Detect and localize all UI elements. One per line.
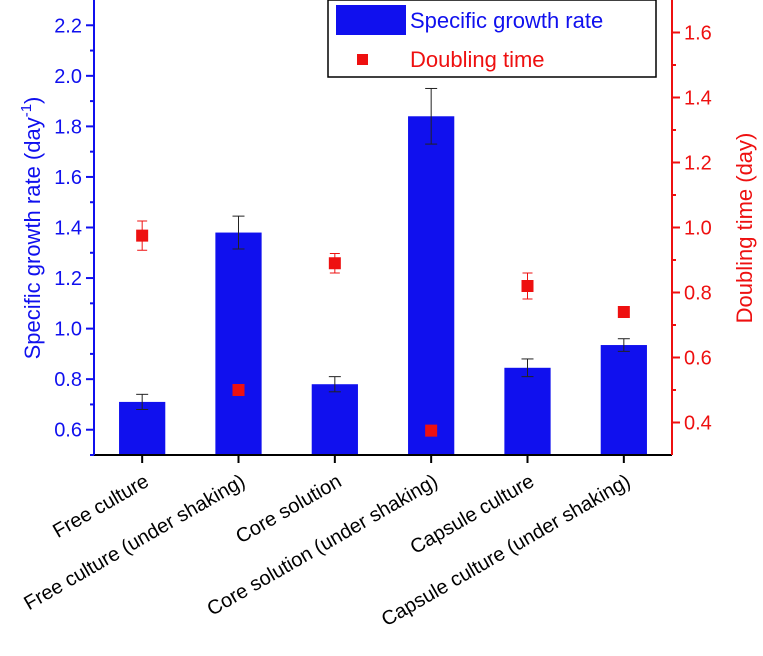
y-left-tick-label-3: 1.2 bbox=[54, 268, 82, 290]
point-capsule-culture-under-shaking bbox=[617, 306, 630, 318]
bar-core-solution-under-shaking bbox=[408, 116, 455, 456]
bars-layer bbox=[119, 116, 647, 456]
y-left-axis-title: Specific growth rate (day-1) bbox=[18, 97, 45, 360]
bar-core-solution bbox=[311, 384, 358, 455]
y-left-tick-label-8: 2.2 bbox=[54, 15, 82, 37]
y-left-tick-label-4: 1.4 bbox=[54, 218, 82, 240]
y-right-tick-label-6: 1.6 bbox=[684, 23, 712, 45]
y-left-ticks: 0.6 0.8 1.0 1.2 1.4 1.6 1.8 2.0 2.2 bbox=[54, 15, 94, 456]
point-core-solution bbox=[328, 257, 341, 270]
point-free-culture-under-shaking bbox=[232, 384, 245, 396]
bar-capsule-culture-under-shaking bbox=[600, 345, 647, 455]
y-left-tick-label-2: 1.0 bbox=[54, 319, 82, 341]
y-left-tick-label-0: 0.6 bbox=[54, 420, 82, 442]
bar-free-culture-under-shaking bbox=[215, 232, 262, 455]
doubling-time-points bbox=[136, 229, 630, 437]
y-left-tick-label-6: 1.8 bbox=[54, 116, 82, 138]
bar-free-culture bbox=[119, 401, 166, 455]
point-core-solution-under-shaking bbox=[425, 424, 438, 437]
y-right-tick-label-2: 0.8 bbox=[684, 283, 712, 305]
legend-point-label: Doubling time bbox=[410, 47, 545, 72]
x-ticks bbox=[141, 455, 625, 463]
y-right-tick-label-0: 0.4 bbox=[684, 413, 712, 435]
y-right-tick-label-5: 1.4 bbox=[684, 88, 712, 110]
legend-bar-swatch bbox=[336, 5, 406, 35]
y-left-title-end: ) bbox=[20, 97, 45, 104]
y-left-tick-label-7: 2.0 bbox=[54, 66, 82, 88]
scatter-error-bars bbox=[137, 220, 629, 435]
y-right-tick-label-4: 1.2 bbox=[684, 153, 712, 175]
legend-bar-label: Specific growth rate bbox=[410, 8, 603, 33]
y-right-tick-label-1: 0.6 bbox=[684, 348, 712, 370]
y-right-tick-label-3: 1.0 bbox=[684, 218, 712, 240]
y-right-axis-title: Doubling time (day) bbox=[732, 133, 757, 324]
legend: Specific growth rate Doubling time bbox=[327, 0, 657, 78]
y-left-title-main: Specific growth rate (day bbox=[20, 117, 45, 359]
bar-capsule-culture bbox=[504, 367, 551, 455]
y-right-ticks: 0.4 0.6 0.8 1.0 1.2 1.4 1.6 bbox=[672, 23, 712, 435]
point-free-culture bbox=[136, 229, 149, 242]
y-left-tick-label-1: 0.8 bbox=[54, 369, 82, 391]
y-left-tick-label-5: 1.6 bbox=[54, 167, 82, 189]
legend-point-swatch bbox=[357, 54, 368, 65]
point-capsule-culture bbox=[521, 280, 534, 292]
y-left-title-sup: -1 bbox=[18, 104, 35, 117]
bar-error-bars bbox=[136, 87, 630, 410]
